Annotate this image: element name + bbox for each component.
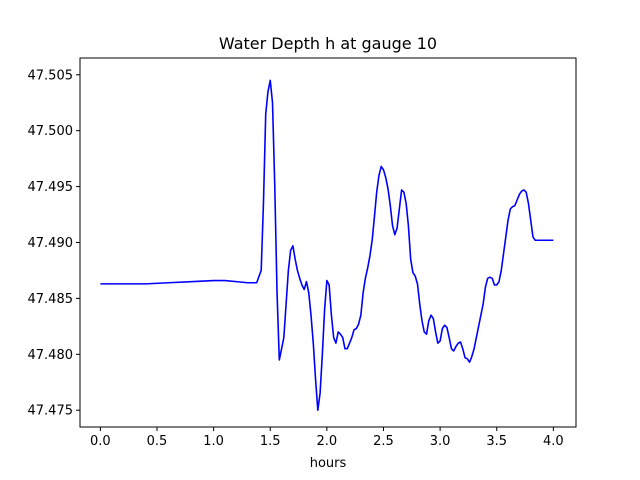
y-tick-label: 47.495 bbox=[28, 180, 74, 195]
x-tick-label: 1.0 bbox=[203, 434, 224, 449]
y-tick-label: 47.500 bbox=[28, 124, 74, 139]
x-tick-label: 0.5 bbox=[147, 434, 168, 449]
chart-title: Water Depth h at gauge 10 bbox=[219, 34, 437, 53]
x-tick-label: 4.0 bbox=[543, 434, 564, 449]
y-tick-label: 47.505 bbox=[28, 68, 74, 83]
y-tick-label: 47.475 bbox=[28, 404, 74, 419]
x-tick-label: 2.5 bbox=[373, 434, 394, 449]
x-tick-label: 0.0 bbox=[90, 434, 111, 449]
y-tick-label: 47.485 bbox=[28, 292, 74, 307]
y-tick-label: 47.480 bbox=[28, 348, 74, 363]
x-tick-label: 3.5 bbox=[486, 434, 507, 449]
x-axis-label: hours bbox=[310, 456, 347, 471]
x-tick-label: 2.0 bbox=[317, 434, 338, 449]
x-axis: 0.0 0.5 1.0 1.5 2.0 2.5 3.0 3.5 4.0 bbox=[90, 427, 564, 449]
series-line-0 bbox=[100, 79, 554, 412]
plot-area bbox=[80, 58, 576, 427]
x-tick-label: 1.5 bbox=[260, 434, 281, 449]
y-axis: 47.475 47.480 47.485 47.490 47.495 47.500 47.5… bbox=[28, 68, 80, 419]
series-layer bbox=[100, 79, 554, 412]
y-tick-label: 47.490 bbox=[28, 236, 74, 251]
x-tick-label: 3.0 bbox=[430, 434, 451, 449]
